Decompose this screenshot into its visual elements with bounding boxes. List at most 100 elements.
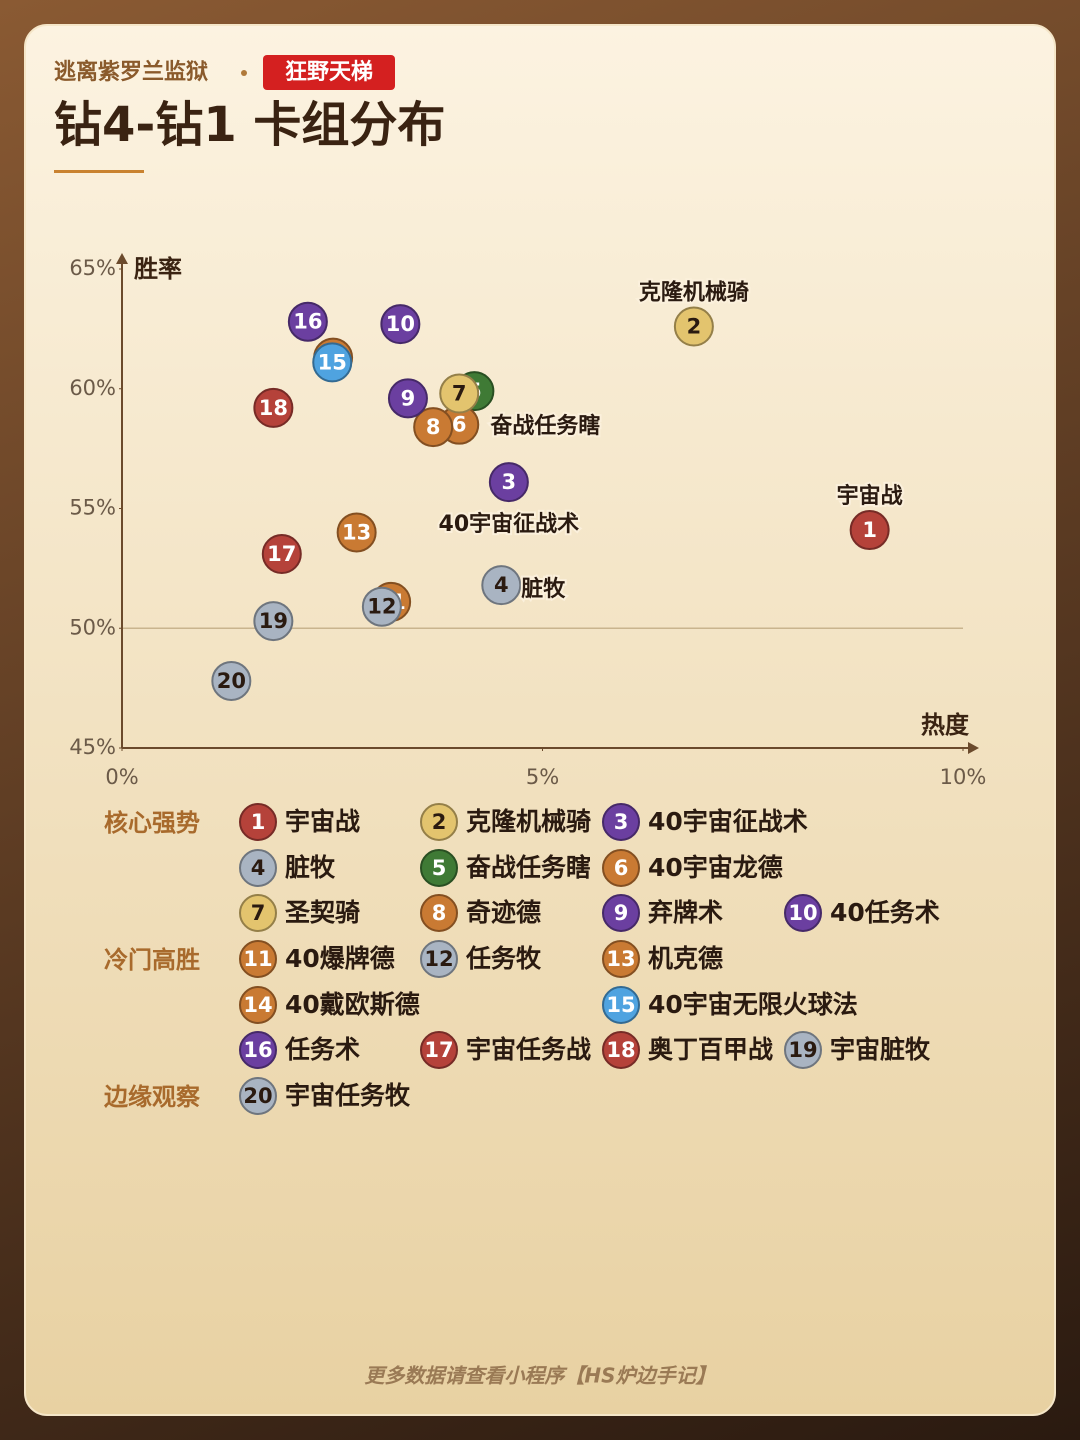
legend-group-label: 冷门高胜 [104,946,200,974]
point-id: 16 [293,310,322,334]
y-tick-label: 60% [69,376,116,400]
dot [241,70,247,76]
point-id: 12 [367,595,396,619]
legend-name: 奇迹德 [466,898,541,927]
x-tick-label: 5% [526,765,559,789]
legend-id: 9 [614,901,629,925]
legend-id: 2 [432,810,447,834]
legend-id: 16 [243,1038,272,1062]
data-point [361,586,402,627]
y-arrow [116,253,128,264]
point-id: 10 [386,312,415,336]
data-point [336,512,377,553]
point-annotation: 宇宙战 [837,483,903,509]
point-id: 1 [862,518,877,542]
data-point [253,387,294,428]
legend-name: 机克德 [648,944,723,973]
legend-group-label: 边缘观察 [104,1083,201,1111]
data-point [211,660,252,701]
data-point [380,304,421,345]
data-point [673,306,714,347]
legend-swatch [239,986,277,1024]
data-point [488,462,529,503]
data-point [261,534,302,575]
point-id: 13 [342,520,371,544]
subtitle: 逃离紫罗兰监狱 [54,59,208,85]
legend-id: 4 [251,856,266,880]
legend-swatch [602,940,640,978]
legend-swatch [420,803,458,841]
point-annotation: 奋战任务瞎 [489,413,600,439]
legend-name: 宇宙任务牧 [285,1081,411,1110]
point-id: 3 [502,470,517,494]
legend-id: 10 [788,901,817,925]
legend-name: 40宇宙无限火球法 [648,990,858,1019]
legend-id: 14 [243,993,272,1017]
point-id: 8 [426,415,441,439]
data-point [312,342,353,383]
data-point [413,407,454,448]
point-id: 4 [494,573,509,597]
legend-swatch [420,1031,458,1069]
data-point [439,373,480,414]
point-id: 15 [318,350,347,374]
y-tick-label: 65% [69,256,116,280]
data-point [387,378,428,419]
legend-id: 1 [251,810,266,834]
point-id: 6 [452,413,467,437]
legend-swatch [420,849,458,887]
legend-name: 圣契骑 [285,898,360,927]
legend-name: 宇宙战 [285,807,360,836]
legend-swatch [784,1031,822,1069]
data-point [849,510,890,551]
legend-name: 任务术 [284,1035,360,1064]
legend-swatch [602,1031,640,1069]
point-id: 20 [217,669,246,693]
legend-swatch [602,894,640,932]
legend-id: 7 [251,901,266,925]
legend-name: 40任务术 [830,898,940,927]
legend-id: 6 [614,856,629,880]
badge-bg [263,55,395,90]
x-tick-label: 10% [940,765,987,789]
legend-id: 12 [424,947,453,971]
legend-id: 11 [243,947,272,971]
legend-swatch [239,849,277,887]
data-point [253,601,294,642]
legend-name: 脏牧 [285,853,336,882]
y-tick-label: 55% [69,496,116,520]
legend-swatch [602,849,640,887]
legend-swatch [239,1077,277,1115]
point-annotation: 40宇宙征战术 [439,511,580,537]
legend-swatch [420,894,458,932]
legend-swatch [784,894,822,932]
legend-name: 宇宙任务战 [466,1035,591,1064]
y-axis-label: 胜率 [134,255,182,283]
point-annotation: 克隆机械骑 [639,279,749,305]
legend-name: 奋战任务瞎 [465,853,591,882]
point-id: 7 [452,382,467,406]
legend-id: 15 [606,993,635,1017]
legend-name: 40戴欧斯德 [285,990,420,1019]
legend-id: 5 [432,856,447,880]
legend-id: 18 [606,1038,635,1062]
legend-swatch [602,803,640,841]
legend-id: 17 [424,1038,453,1062]
legend-swatch [239,1031,277,1069]
legend-swatch [239,894,277,932]
point-id: 2 [687,314,702,338]
y-tick-label: 50% [69,615,116,639]
title-underline [54,170,144,173]
legend-swatch [420,940,458,978]
title: 钻4-钻1 卡组分布 [54,97,445,153]
badge: 狂野天梯 [285,59,373,85]
x-arrow [968,742,979,754]
point-id: 18 [259,396,288,420]
point-annotation: 脏牧 [521,576,566,602]
legend-name: 40宇宙征战术 [648,807,808,836]
legend-swatch [602,986,640,1024]
data-point [287,301,328,342]
x-axis-label: 热度 [921,711,970,739]
